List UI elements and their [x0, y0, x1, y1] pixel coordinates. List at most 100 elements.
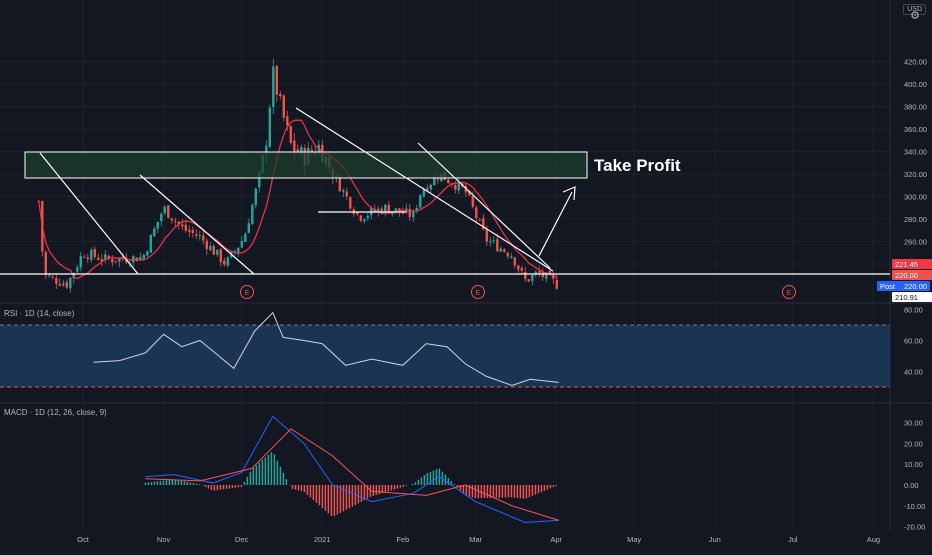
- candle-body: [83, 256, 86, 258]
- level-price-tag-bg: [892, 270, 932, 280]
- x-tick-label: Dec: [235, 535, 249, 544]
- candle-body: [146, 251, 149, 256]
- macd-tick-label: -20.00: [904, 523, 925, 532]
- rsi-tick-label: 60.00: [904, 337, 923, 346]
- candle-body: [310, 149, 313, 153]
- candle-body: [233, 251, 236, 253]
- earnings-icon: [782, 285, 796, 299]
- candle-body: [468, 190, 471, 196]
- currency-label[interactable]: USD: [903, 4, 926, 15]
- candle-body: [170, 218, 173, 221]
- candle-body: [51, 276, 54, 278]
- y-tick-label: 380.00: [904, 103, 927, 112]
- candle-body: [65, 281, 68, 288]
- candle-body: [510, 256, 513, 258]
- candle-body: [419, 194, 422, 208]
- candle-body: [48, 275, 51, 277]
- candle-body: [279, 94, 282, 97]
- candle-body: [209, 245, 212, 251]
- candle-body: [408, 208, 411, 217]
- candle-body: [163, 206, 166, 214]
- candle-body: [499, 248, 502, 252]
- candle-body: [202, 235, 205, 241]
- candle-body: [289, 126, 292, 143]
- x-tick-label: Nov: [157, 535, 171, 544]
- low-price-tag: 210.91: [895, 293, 918, 302]
- macd-signal-line: [145, 428, 559, 521]
- candle-body: [195, 234, 198, 236]
- candle-body: [524, 271, 527, 280]
- x-tick-label: Jul: [788, 535, 798, 544]
- candle-body: [118, 257, 121, 262]
- trend-line: [139, 174, 255, 275]
- candle-body: [356, 212, 359, 215]
- candle-body: [552, 275, 555, 279]
- trend-line: [39, 152, 139, 275]
- candle-body: [342, 190, 345, 192]
- candle-body: [100, 258, 103, 261]
- candle-body: [254, 188, 257, 206]
- y-tick-label: 260.00: [904, 238, 927, 247]
- trend-line: [417, 142, 551, 269]
- candle-body: [545, 272, 548, 279]
- y-tick-label: 300.00: [904, 193, 927, 202]
- last-price-tag: 221.45: [895, 260, 918, 269]
- candle-body: [377, 208, 380, 212]
- candle-body: [174, 220, 177, 222]
- candle-body: [58, 283, 61, 286]
- candle-body: [282, 95, 285, 118]
- candle-body: [513, 257, 516, 266]
- x-tick-label: Oct: [77, 535, 90, 544]
- y-tick-label: 320.00: [904, 170, 927, 179]
- candle-body: [226, 257, 229, 266]
- candle-body: [489, 241, 492, 243]
- earnings-icon: [240, 285, 254, 299]
- take-profit-label: Take Profit: [594, 156, 681, 175]
- candle-body: [153, 228, 156, 237]
- macd-line: [145, 415, 559, 523]
- candle-body: [111, 259, 114, 263]
- candle-body: [76, 267, 79, 272]
- candle-body: [496, 239, 499, 252]
- trend-line: [295, 107, 554, 272]
- gear-icon[interactable]: ⚙: [910, 10, 920, 22]
- candle-body: [114, 260, 117, 262]
- post-market-label: Post: [880, 282, 896, 291]
- post-market-price: 220.00: [904, 282, 927, 291]
- rsi-pane-label: RSI · 1D (14, close): [4, 309, 75, 318]
- candle-body: [268, 107, 271, 147]
- take-profit-zone: [24, 151, 588, 179]
- candle-body: [286, 116, 289, 126]
- candle-body: [380, 208, 383, 214]
- candle-body: [422, 189, 425, 197]
- earnings-icon: [471, 285, 485, 299]
- candle-body: [244, 233, 247, 243]
- candle-body: [275, 66, 278, 95]
- candle-body: [293, 140, 296, 152]
- earnings-marker-label: E: [245, 290, 250, 297]
- candle-body: [384, 204, 387, 213]
- candle-body: [531, 274, 534, 281]
- candle-body: [237, 247, 240, 253]
- macd-tick-label: 30.00: [904, 419, 923, 428]
- y-tick-label: 400.00: [904, 80, 927, 89]
- candle-body: [485, 228, 488, 242]
- candle-body: [433, 177, 436, 186]
- candle-body: [426, 188, 429, 191]
- candle-body: [478, 219, 481, 221]
- last-price-tag-bg: [892, 259, 932, 269]
- candle-body: [181, 224, 184, 227]
- candle-body: [412, 211, 415, 218]
- candle-body: [240, 241, 243, 248]
- macd-tick-label: 10.00: [904, 460, 923, 469]
- candle-body: [216, 249, 219, 255]
- y-tick-label: 420.00: [904, 58, 927, 67]
- x-tick-label: Aug: [867, 535, 880, 544]
- candle-body: [258, 171, 261, 188]
- candle-body: [387, 205, 390, 214]
- y-tick-label: 340.00: [904, 148, 927, 157]
- candle-body: [429, 184, 432, 190]
- candle-body: [205, 240, 208, 250]
- candle-body: [300, 147, 303, 154]
